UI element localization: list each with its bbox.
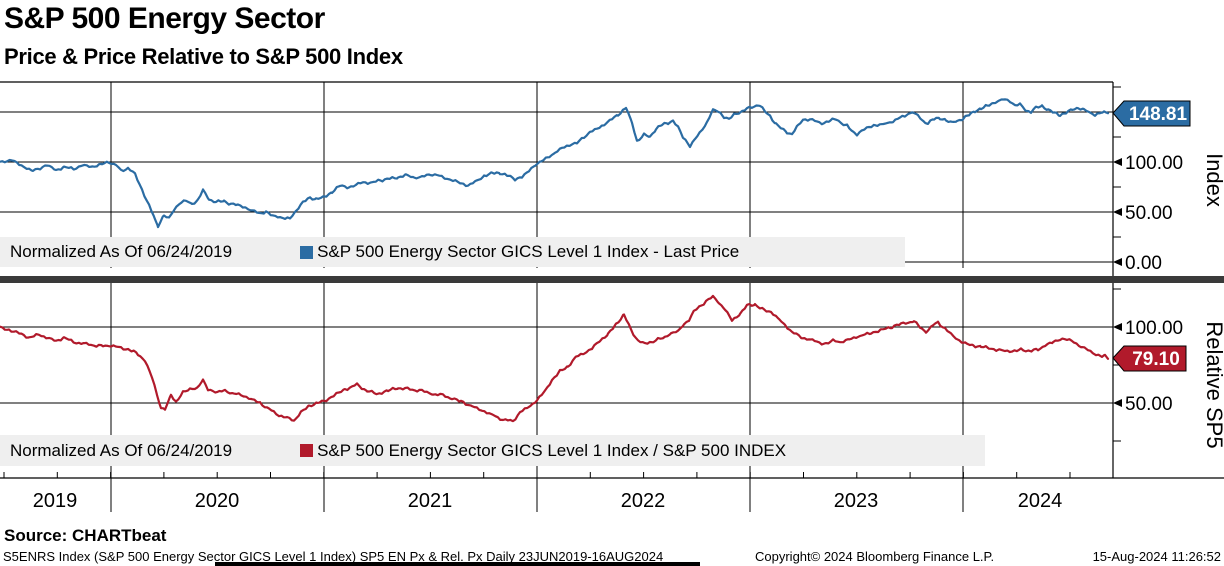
top-right-axis: 100.00 50.00 0.00 Index — [1113, 86, 1224, 274]
last-relative-value: 79.10 — [1132, 349, 1180, 370]
bottom-right-axis: 100.00 50.00 Relative SP5 — [1113, 288, 1224, 449]
tick-arrow-icon — [1113, 158, 1122, 166]
y-tick-0: 0.00 — [1125, 253, 1162, 274]
price-line-series — [0, 98, 1110, 229]
tick-arrow-icon — [1113, 258, 1122, 266]
y-tick-100: 100.00 — [1125, 153, 1183, 174]
panel-divider[interactable] — [0, 276, 1224, 283]
tick-arrow-icon — [1113, 399, 1122, 407]
year-label-2021: 2021 — [408, 490, 453, 512]
source-label: Source: CHARTbeat — [4, 526, 167, 545]
page-title: S&P 500 Energy Sector — [4, 2, 325, 35]
top-legend[interactable]: Normalized As Of 06/24/2019 S&P 500 Ener… — [0, 237, 905, 267]
relative-series-swatch-icon — [300, 444, 314, 457]
copyright-label: Copyright© 2024 Bloomberg Finance L.P. — [755, 549, 995, 564]
top-axis-title: Index — [1202, 153, 1224, 207]
year-label-2019: 2019 — [33, 490, 78, 512]
y-tick-rel-50: 50.00 — [1125, 394, 1173, 415]
bottom-legend[interactable]: Normalized As Of 06/24/2019 S&P 500 Ener… — [0, 435, 985, 466]
tick-arrow-icon — [1113, 323, 1122, 331]
price-series-label: S&P 500 Energy Sector GICS Level 1 Index… — [317, 242, 740, 261]
relative-series-label: S&P 500 Energy Sector GICS Level 1 Index… — [317, 440, 787, 460]
bottom-black-bar — [215, 562, 700, 566]
normalized-as-of-label: Normalized As Of 06/24/2019 — [10, 440, 233, 460]
year-label-2024: 2024 — [1018, 490, 1063, 512]
y-tick-50: 50.00 — [1125, 203, 1173, 224]
last-relative-badge[interactable]: 79.10 — [1112, 345, 1187, 372]
tick-arrow-icon — [1113, 208, 1122, 216]
year-label-2023: 2023 — [834, 490, 879, 512]
normalized-as-of-label: Normalized As Of 06/24/2019 — [10, 242, 233, 261]
ticker-info: S5ENRS Index (S&P 500 Energy Sector GICS… — [3, 549, 664, 564]
y-tick-rel-100: 100.00 — [1125, 318, 1183, 339]
relative-line-series — [0, 294, 1110, 423]
last-price-value: 148.81 — [1129, 104, 1188, 125]
price-series-swatch-icon — [300, 245, 314, 259]
year-label-2020: 2020 — [195, 490, 240, 512]
year-label-2022: 2022 — [621, 490, 666, 512]
last-price-badge[interactable]: 148.81 — [1112, 100, 1191, 127]
timestamp-label: 15-Aug-2024 11:26:52 — [1092, 549, 1221, 564]
x-axis: 2019 2020 2021 2022 2023 2024 — [3, 472, 1071, 512]
bottom-axis-title: Relative SP5 — [1202, 321, 1224, 448]
page-subtitle: Price & Price Relative to S&P 500 Index — [4, 44, 403, 69]
